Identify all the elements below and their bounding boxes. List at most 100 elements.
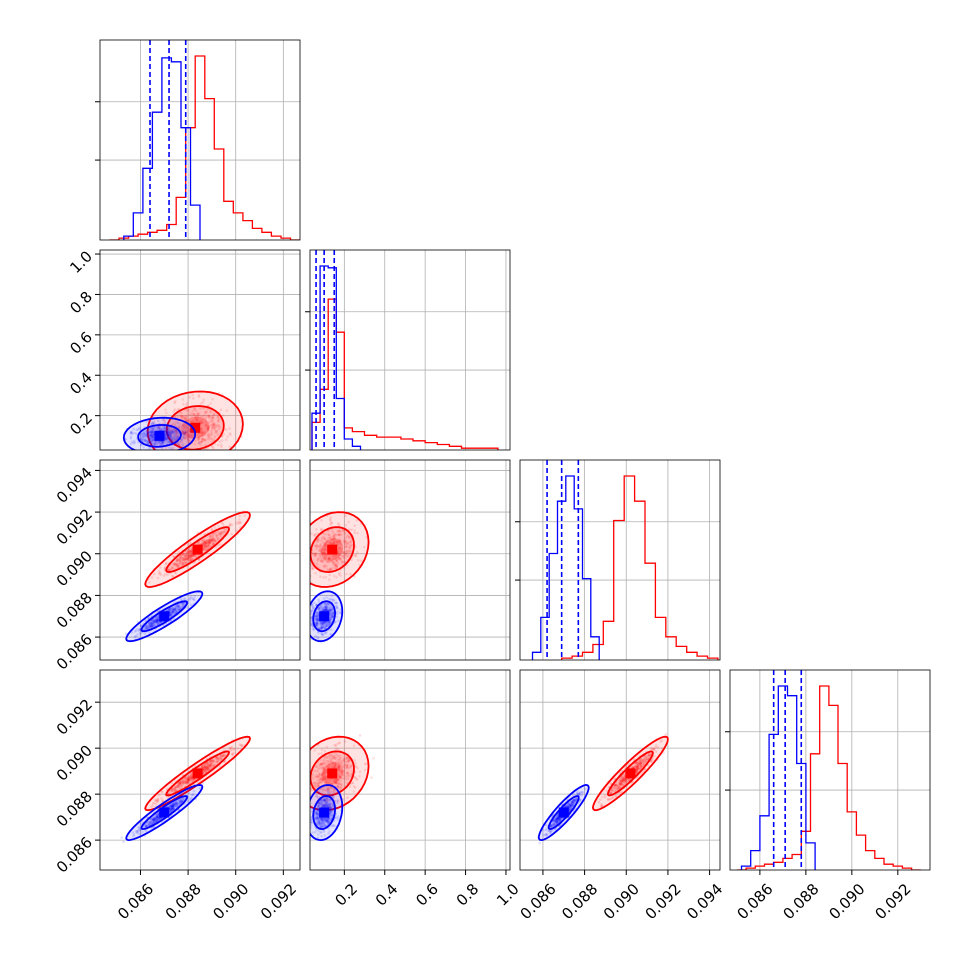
sample-point <box>325 559 328 563</box>
sample-point <box>338 537 341 541</box>
sample-point <box>190 794 193 797</box>
sample-point <box>321 792 324 796</box>
sample-point <box>188 797 192 800</box>
sample-point <box>215 536 219 540</box>
sample-point <box>322 803 326 807</box>
sample-point <box>140 438 143 442</box>
sample-point <box>325 819 328 823</box>
sample-point <box>549 825 553 829</box>
sample-point <box>155 619 159 623</box>
sample-point <box>151 623 154 627</box>
sample-point <box>156 798 159 801</box>
sample-point <box>213 539 217 543</box>
sample-point <box>314 614 318 618</box>
sample-point <box>178 783 181 786</box>
sample-point <box>320 553 324 557</box>
sample-point <box>304 559 307 562</box>
sample-point <box>138 828 142 832</box>
sample-point <box>325 760 328 763</box>
sample-point <box>171 607 175 611</box>
sample-point <box>346 763 350 767</box>
sample-point <box>167 427 170 431</box>
sample-point <box>145 433 149 437</box>
sample-point <box>171 805 175 809</box>
sample-point <box>180 605 184 609</box>
sample-point <box>175 604 178 608</box>
sample-point <box>167 440 170 444</box>
sample-point <box>338 556 341 560</box>
sample-point <box>335 781 338 784</box>
sample-point <box>343 542 347 545</box>
sample-point <box>330 801 333 805</box>
sample-point <box>318 764 321 767</box>
sample-point <box>323 543 326 546</box>
sample-point <box>318 791 321 795</box>
sample-point <box>321 771 324 775</box>
sample-point <box>554 819 558 822</box>
sample-point <box>627 762 630 766</box>
sample-point <box>146 824 150 827</box>
sample-point <box>228 427 231 430</box>
sample-point <box>135 428 139 432</box>
sample-point <box>150 442 153 445</box>
histogram-panel-3 <box>725 669 931 871</box>
sample-point <box>166 430 169 434</box>
sample-point <box>328 573 332 577</box>
sample-point <box>160 797 163 800</box>
sample-point <box>150 440 154 443</box>
sample-point <box>322 818 325 822</box>
sample-point <box>184 417 187 421</box>
sample-point <box>314 785 318 789</box>
sample-point <box>324 762 327 765</box>
sample-point <box>147 430 151 434</box>
sample-point <box>330 608 333 612</box>
sample-point <box>217 756 221 760</box>
sample-point <box>311 623 314 627</box>
sample-point <box>327 781 331 785</box>
sample-point <box>339 770 342 773</box>
sample-point <box>345 764 349 768</box>
sample-point <box>318 821 322 824</box>
sample-point <box>639 765 643 769</box>
sample-point <box>150 622 154 626</box>
sample-point <box>149 438 152 442</box>
sample-point <box>633 766 636 769</box>
sample-point <box>321 799 325 803</box>
sample-point <box>221 754 224 757</box>
sample-point <box>312 605 315 609</box>
sample-point <box>334 762 337 766</box>
sample-point <box>634 764 637 768</box>
sample-point <box>180 800 184 803</box>
sample-point <box>143 439 147 442</box>
sample-point <box>179 559 182 563</box>
sample-point <box>332 562 335 565</box>
sample-point <box>150 434 153 438</box>
sample-point <box>177 565 180 568</box>
sample-point <box>189 555 192 558</box>
sample-point <box>216 759 219 763</box>
sample-point <box>342 758 346 761</box>
sample-point <box>346 541 349 545</box>
sample-point <box>332 533 335 536</box>
sample-point <box>129 432 133 435</box>
sample-point <box>311 567 315 571</box>
sample-point <box>328 560 331 564</box>
sample-point <box>208 535 212 539</box>
sample-point <box>323 768 327 771</box>
sample-point <box>163 426 167 430</box>
sample-point <box>353 776 357 779</box>
sample-point <box>170 807 173 811</box>
sample-point <box>228 445 232 449</box>
sample-point <box>337 619 340 623</box>
sample-point <box>178 800 181 803</box>
sample-point <box>353 759 357 762</box>
sample-point <box>181 435 185 438</box>
sample-point <box>212 759 216 762</box>
sample-point <box>213 538 217 542</box>
sample-point <box>347 777 350 781</box>
sample-point <box>336 561 340 565</box>
sample-point <box>139 829 142 832</box>
sample-point <box>319 625 323 628</box>
sample-point <box>207 414 211 418</box>
sample-point <box>323 552 326 555</box>
